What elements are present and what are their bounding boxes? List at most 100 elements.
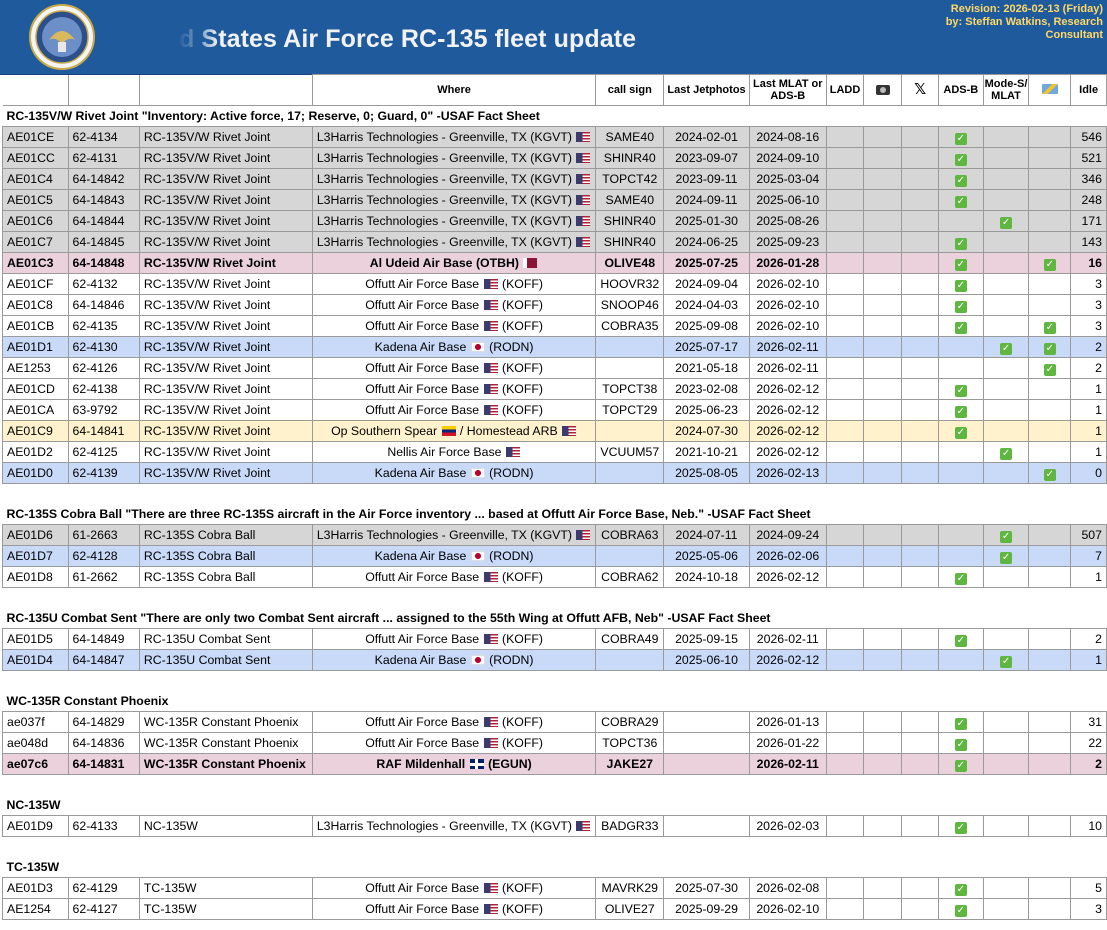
header-idle[interactable]: Idle bbox=[1070, 74, 1107, 106]
location-name: L3Harris Technologies - Greenville, TX (… bbox=[316, 214, 572, 228]
aircraft-row[interactable]: AE01D8 61-2662 RC-135S Cobra Ball Offutt Ai… bbox=[2, 566, 1107, 588]
aircraft-row[interactable]: AE01CF 62-4132 RC-135V/W Rivet Joint Offutt… bbox=[2, 273, 1107, 295]
hex-code: AE01C6 bbox=[2, 210, 69, 232]
aircraft-row[interactable]: AE01CB 62-4135 RC-135V/W Rivet Joint Offutt… bbox=[2, 315, 1107, 337]
flag-us-icon bbox=[483, 279, 498, 289]
aircraft-row[interactable]: AE01C5 64-14843 RC-135V/W Rivet Joint L3Har… bbox=[2, 189, 1107, 211]
aircraft-row[interactable]: AE01CE 62-4134 RC-135V/W Rivet Joint L3Harr… bbox=[2, 126, 1107, 148]
aircraft-row[interactable]: ae037f 64-14829 WC-135R Constant Phoenix Of… bbox=[2, 711, 1107, 733]
adsb-cell: ✓ bbox=[938, 126, 984, 148]
aircraft-row[interactable]: AE01CA 63-9792 RC-135V/W Rivet Joint Offutt… bbox=[2, 399, 1107, 421]
location-suffix: (RODN) bbox=[489, 549, 534, 563]
aircraft-row[interactable]: AE1254 62-4127 TC-135W Offutt Air Force Bas… bbox=[2, 898, 1107, 920]
x-cell bbox=[901, 252, 940, 274]
x-logo-icon: 𝕏 bbox=[914, 80, 927, 98]
call-sign: HOOVR32 bbox=[595, 273, 665, 295]
last-jetphotos: 2025-06-23 bbox=[663, 399, 750, 421]
serial-number: 62-4135 bbox=[67, 315, 140, 337]
aircraft-row[interactable]: AE01D6 61-2663 RC-135S Cobra Ball L3Harris … bbox=[2, 524, 1107, 546]
flag-us-icon bbox=[576, 216, 591, 226]
aircraft-row[interactable]: ae07c6 64-14831 WC-135R Constant Phoenix RA… bbox=[2, 753, 1107, 775]
header-ladd[interactable]: LADD bbox=[825, 74, 865, 106]
header-satellite[interactable] bbox=[1028, 74, 1072, 106]
aircraft-row[interactable]: AE01D7 62-4128 RC-135S Cobra Ball Kadena Ai… bbox=[2, 545, 1107, 567]
idle-days: 2 bbox=[1070, 628, 1107, 650]
checkmark-icon: ✓ bbox=[954, 321, 967, 334]
x-cell bbox=[901, 378, 940, 400]
aircraft-row[interactable]: AE01CD 62-4138 RC-135V/W Rivet Joint Offutt… bbox=[2, 378, 1107, 400]
aircraft-row[interactable]: AE01C7 64-14845 RC-135V/W Rivet Joint L3Har… bbox=[2, 231, 1107, 253]
last-mlat: 2026-02-10 bbox=[748, 294, 827, 316]
location-name: L3Harris Technologies - Greenville, TX (… bbox=[316, 235, 572, 249]
photo-cell bbox=[863, 126, 903, 148]
call-sign bbox=[595, 545, 665, 567]
call-sign: COBRA49 bbox=[595, 628, 665, 650]
header-adsb[interactable]: ADS-B bbox=[938, 74, 984, 106]
header-where[interactable]: Where bbox=[311, 74, 597, 106]
header-camera[interactable] bbox=[863, 74, 903, 106]
ladd-cell bbox=[825, 315, 865, 337]
checkmark-icon: ✓ bbox=[1043, 342, 1056, 355]
section-header-row: RC-135V/W Rivet Joint "Inventory: Active… bbox=[3, 106, 1107, 127]
header-jetphotos[interactable]: Last Jetphotos bbox=[663, 74, 750, 106]
adsb-cell: ✓ bbox=[938, 566, 984, 588]
x-cell bbox=[901, 898, 940, 920]
aircraft-row[interactable]: AE01C8 64-14846 RC-135V/W Rivet Joint Offut… bbox=[2, 294, 1107, 316]
revision-info: Revision: 2026-02-13 (Friday) by: Steffa… bbox=[883, 3, 1103, 42]
header-x[interactable]: 𝕏 bbox=[901, 74, 940, 106]
header-callsign[interactable]: call sign bbox=[595, 74, 665, 106]
ladd-cell bbox=[825, 649, 865, 671]
checkmark-icon: ✓ bbox=[954, 759, 967, 772]
aircraft-row[interactable]: AE01C6 64-14844 RC-135V/W Rivet Joint L3Har… bbox=[2, 210, 1107, 232]
aircraft-row[interactable]: AE01D2 62-4125 RC-135V/W Rivet Joint Nellis… bbox=[2, 441, 1107, 463]
header-hex bbox=[2, 74, 69, 106]
aircraft-row[interactable]: AE1253 62-4126 RC-135V/W Rivet Joint Offutt… bbox=[2, 357, 1107, 379]
idle-days: 5 bbox=[1070, 877, 1107, 899]
location-name: Offutt Air Force Base bbox=[365, 570, 480, 584]
satellite-cell bbox=[1028, 877, 1072, 899]
checkmark-icon: ✓ bbox=[954, 258, 967, 271]
aircraft-type: RC-135V/W Rivet Joint bbox=[138, 462, 313, 484]
last-mlat: 2024-09-24 bbox=[748, 524, 827, 546]
aircraft-type: RC-135S Cobra Ball bbox=[138, 524, 313, 546]
hex-code: AE1254 bbox=[2, 898, 69, 920]
aircraft-row[interactable]: AE01D1 62-4130 RC-135V/W Rivet Joint Kadena… bbox=[2, 336, 1107, 358]
hex-code: AE01CC bbox=[2, 147, 69, 169]
photo-cell bbox=[863, 399, 903, 421]
header-last-mlat[interactable]: Last MLAT or ADS-B bbox=[748, 74, 827, 106]
location-suffix: (RODN) bbox=[489, 340, 534, 354]
idle-days: 7 bbox=[1070, 545, 1107, 567]
call-sign: SNOOP46 bbox=[595, 294, 665, 316]
aircraft-row[interactable]: AE01D5 64-14849 RC-135U Combat Sent Offutt … bbox=[2, 628, 1107, 650]
location-name: Nellis Air Force Base bbox=[387, 445, 502, 459]
aircraft-row[interactable]: AE01D4 64-14847 RC-135U Combat Sent Kadena … bbox=[2, 649, 1107, 671]
last-jetphotos bbox=[663, 753, 750, 775]
mode-s-cell bbox=[982, 399, 1030, 421]
aircraft-row[interactable]: ae048d 64-14836 WC-135R Constant Phoenix Of… bbox=[2, 732, 1107, 754]
header-mode-s[interactable]: Mode-S/MLAT bbox=[982, 74, 1030, 106]
aircraft-row[interactable]: AE01C4 64-14842 RC-135V/W Rivet Joint L3Har… bbox=[2, 168, 1107, 190]
aircraft-row[interactable]: AE01C3 64-14848 RC-135V/W Rivet Joint Al Ud… bbox=[2, 252, 1107, 274]
aircraft-row[interactable]: AE01D9 62-4133 NC-135W L3Harris Technologie… bbox=[2, 815, 1107, 837]
location-suffix: (KOFF) bbox=[501, 382, 543, 396]
location-suffix: (KOFF) bbox=[501, 570, 543, 584]
photo-cell bbox=[863, 441, 903, 463]
last-mlat: 2026-02-11 bbox=[748, 336, 827, 358]
ladd-cell bbox=[825, 711, 865, 733]
flag-us-icon bbox=[576, 237, 591, 247]
location-name: L3Harris Technologies - Greenville, TX (… bbox=[316, 172, 572, 186]
aircraft-row[interactable]: AE01C9 64-14841 RC-135V/W Rivet Joint Op So… bbox=[2, 420, 1107, 442]
x-cell bbox=[901, 126, 940, 148]
photo-cell bbox=[863, 711, 903, 733]
camera-icon bbox=[875, 84, 890, 95]
photo-cell bbox=[863, 315, 903, 337]
last-mlat: 2026-02-10 bbox=[748, 315, 827, 337]
aircraft-row[interactable]: AE01D3 62-4129 TC-135W Offutt Air Force Bas… bbox=[2, 877, 1107, 899]
hex-code: AE01C3 bbox=[2, 252, 69, 274]
aircraft-type: RC-135U Combat Sent bbox=[138, 649, 313, 671]
last-mlat: 2026-01-28 bbox=[748, 252, 827, 274]
location-name: L3Harris Technologies - Greenville, TX (… bbox=[316, 130, 572, 144]
aircraft-row[interactable]: AE01CC 62-4131 RC-135V/W Rivet Joint L3Harr… bbox=[2, 147, 1107, 169]
aircraft-row[interactable]: AE01D0 62-4139 RC-135V/W Rivet Joint Kadena… bbox=[2, 462, 1107, 484]
serial-number: 64-14841 bbox=[67, 420, 140, 442]
